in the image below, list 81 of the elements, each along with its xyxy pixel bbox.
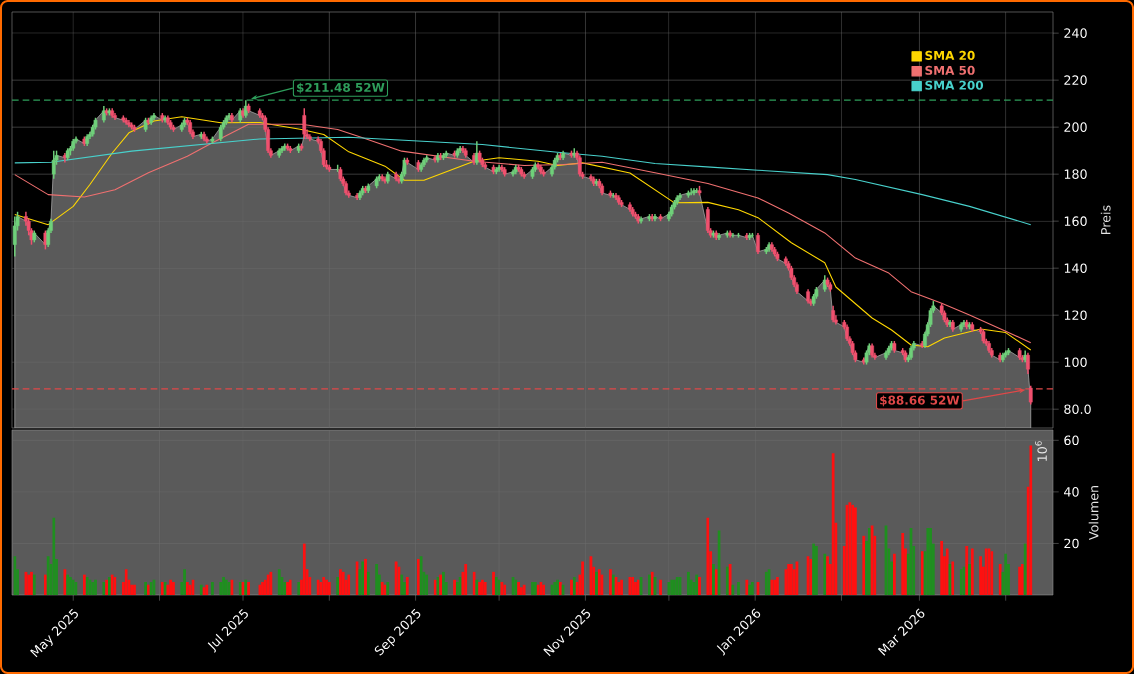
y-axis-title: Volumen — [1088, 485, 1099, 540]
bar — [483, 582, 487, 595]
bar — [714, 569, 718, 595]
bar — [940, 540, 944, 595]
bar — [211, 582, 214, 595]
line-series — [14, 136, 1032, 226]
ref-line-label: $88.66 52W — [880, 395, 960, 407]
bar — [277, 569, 281, 595]
bar — [63, 569, 67, 595]
legend-label: SMA 20 — [925, 50, 975, 60]
y-tick-label: 80.0 — [1064, 404, 1091, 414]
y-tick-label: 100 — [1064, 357, 1087, 367]
bar — [339, 569, 342, 595]
candlestick — [1026, 352, 1030, 375]
bar — [302, 543, 306, 595]
bar — [712, 564, 715, 595]
bar — [831, 453, 835, 595]
y-axis-title: Preis — [1100, 205, 1111, 234]
candlestick — [756, 232, 760, 255]
bar — [970, 548, 974, 595]
y-tick-label: 200 — [1064, 122, 1087, 132]
bar — [185, 582, 189, 595]
bar — [341, 571, 345, 595]
bar — [224, 579, 228, 595]
bar — [169, 579, 173, 595]
y-tick-label: 20 — [1064, 538, 1079, 549]
bar — [464, 564, 468, 595]
bar — [620, 579, 623, 595]
bar — [745, 579, 749, 595]
bar — [1004, 553, 1008, 595]
bar — [124, 569, 128, 595]
bar — [394, 561, 398, 595]
bar — [188, 584, 192, 595]
y-tick-label: 160 — [1064, 216, 1087, 226]
bar — [770, 579, 774, 595]
bar — [336, 576, 340, 595]
bar — [998, 564, 1002, 595]
legend-label: SMA 50 — [925, 65, 975, 75]
bar — [366, 571, 370, 595]
bar — [901, 533, 905, 595]
y-tick-label: 220 — [1064, 75, 1087, 85]
bar — [965, 546, 969, 595]
y-tick-label: 140 — [1064, 263, 1087, 273]
y-tick-label: 40 — [1064, 487, 1079, 497]
y-tick-label: 180 — [1064, 169, 1087, 179]
y-tick-label: 240 — [1064, 28, 1087, 38]
bar — [581, 561, 584, 595]
bar — [815, 546, 818, 595]
bar — [492, 571, 495, 595]
bar — [812, 543, 816, 595]
candlestick — [12, 215, 17, 258]
y-tick-label: 120 — [1064, 310, 1087, 320]
bar — [862, 535, 866, 595]
bar — [1023, 543, 1027, 595]
bar — [133, 584, 136, 595]
bar — [172, 582, 175, 595]
bar — [263, 579, 267, 595]
bar — [325, 579, 328, 595]
legend-label: $211.48 52W — [297, 82, 385, 94]
bar — [322, 576, 326, 595]
bar — [46, 556, 50, 595]
bar — [327, 582, 331, 595]
bar — [66, 574, 70, 595]
bar — [375, 564, 379, 595]
bar — [405, 576, 409, 595]
bar — [686, 571, 690, 595]
bar — [347, 574, 351, 595]
bar — [979, 556, 983, 595]
bar — [183, 569, 186, 595]
bar — [706, 517, 710, 595]
legend-label: SMA 200 — [925, 80, 984, 90]
bar — [737, 582, 740, 595]
bar — [659, 579, 662, 595]
y-tick-label: 60 — [1064, 435, 1079, 446]
candlestick — [706, 206, 710, 234]
candlestick — [731, 232, 735, 239]
candlestick — [1028, 384, 1033, 406]
bar — [968, 564, 971, 595]
annotation: 10$^{6}$ — [1035, 441, 1047, 461]
bar — [892, 553, 896, 595]
bar — [609, 569, 612, 595]
